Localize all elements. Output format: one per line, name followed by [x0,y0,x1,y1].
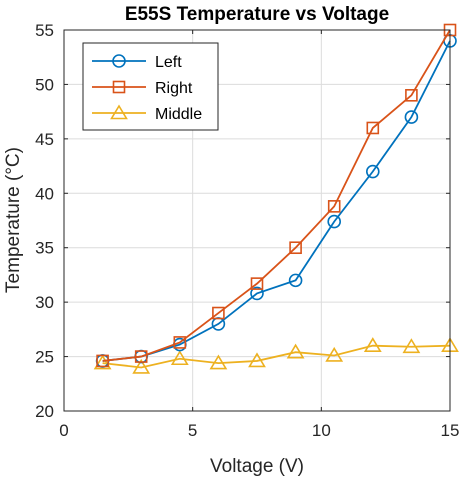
y-tick-label: 45 [35,130,54,149]
data-point-middle [325,346,344,362]
legend-label-middle: Middle [155,106,202,123]
legend-entry-middle: Middle [92,104,202,123]
x-tick-label: 0 [59,421,68,440]
x-tick-label: 5 [188,421,197,440]
data-point-middle [363,337,382,352]
y-tick-label: 35 [35,239,54,258]
legend-label-right: Right [155,80,193,97]
data-point-right [327,200,341,213]
legend: Left Right Middle [82,42,219,131]
series-right [96,23,457,368]
y-axis-label: Temperature (°C) [3,147,24,293]
data-point-left [365,164,380,179]
chart-title: E55S Temperature vs Voltage [125,4,389,25]
y-tick-label: 55 [35,21,54,40]
data-point-right [405,89,418,102]
series-line-left [102,40,451,362]
legend-entry-left: Left [92,54,182,71]
legend-marker-right [112,80,126,94]
legend-label-left: Left [155,54,182,71]
legend-marker-left [112,54,126,68]
x-axis-label: Voltage (V) [210,456,304,477]
data-point-right [96,354,109,368]
data-point-left [250,286,264,301]
data-point-right [173,336,187,349]
data-point-right [212,306,225,320]
series-line-right [102,29,451,362]
series-layer [93,23,459,374]
legend-entry-right: Right [92,80,193,97]
ticks: 0 5 10 15 20 25 30 35 40 45 50 55 [35,21,459,440]
series-line-middle [102,344,451,369]
data-point-middle [132,358,151,374]
data-point-right [134,350,148,363]
data-point-middle [170,350,189,366]
data-point-middle [286,343,305,359]
data-point-middle [248,352,266,368]
data-point-left [288,273,303,288]
data-point-middle [209,354,228,370]
y-tick-label: 40 [35,184,54,203]
y-tick-label: 30 [35,293,54,312]
data-point-left [327,214,342,229]
data-point-middle [93,354,112,370]
data-point-right [289,241,302,255]
y-tick-label: 25 [35,348,54,367]
y-tick-label: 20 [35,402,54,421]
data-point-right [366,121,380,135]
axes-box [63,29,451,412]
series-middle [93,337,459,374]
legend-marker-middle [110,104,128,120]
data-point-left [404,110,419,124]
x-tick-label: 15 [441,421,460,440]
data-point-right [250,277,264,290]
x-tick-label: 10 [312,421,331,440]
y-tick-label: 50 [35,75,54,94]
data-point-middle [402,338,421,354]
